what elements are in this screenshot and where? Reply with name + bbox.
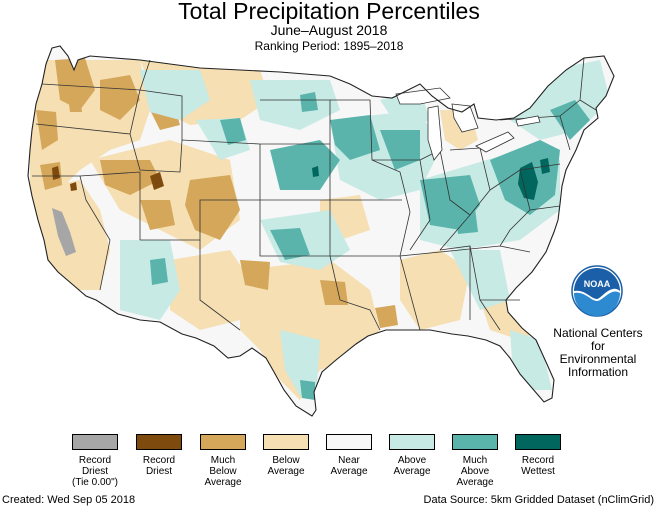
data-source: Data Source: 5km Gridded Dataset (nClimG…: [423, 494, 654, 506]
legend-label: Record Driest: [142, 455, 176, 477]
legend-label: Above Average: [393, 455, 431, 477]
legend-swatch-near: [326, 434, 372, 450]
noaa-logo-icon: NOAA: [571, 265, 623, 317]
org-line-1: National Centers for: [553, 326, 643, 353]
ranking-period: Ranking Period: 1895–2018: [254, 39, 404, 53]
org-line-2: Environmental: [559, 352, 637, 366]
legend-swatch-record-wettest: [515, 434, 561, 450]
created-date: Created: Wed Sep 05 2018: [2, 494, 136, 506]
legend: Record Driest (Tie 0.00") Record Driest Muc…: [0, 434, 658, 494]
legend-swatch-record-driest: [136, 434, 182, 450]
legend-swatch-record-driest-tie: [72, 434, 118, 450]
legend-label: Record Wettest: [521, 455, 555, 477]
legend-label: Much Below Average: [204, 455, 242, 488]
percentile-shading: [30, 58, 610, 400]
org-line-3: Information: [567, 365, 629, 379]
legend-swatch-below: [263, 434, 309, 450]
legend-swatch-much-above: [452, 434, 498, 450]
state-boundaries: [32, 57, 597, 331]
legend-label: Near Average: [330, 455, 368, 477]
map-subtitle: June–August 2018: [270, 22, 388, 38]
legend-label: Much Above Average: [456, 455, 494, 488]
noaa-logo-text: NOAA: [584, 279, 611, 289]
map-title: Total Precipitation Percentiles: [178, 0, 480, 24]
great-lakes: [395, 87, 541, 161]
legend-label: Below Average: [267, 455, 305, 477]
legend-swatch-above: [389, 434, 435, 450]
organization-name: National Centers for Environmental Infor…: [545, 327, 651, 379]
legend-label: Record Driest (Tie 0.00"): [72, 455, 118, 488]
legend-swatch-much-below: [200, 434, 246, 450]
